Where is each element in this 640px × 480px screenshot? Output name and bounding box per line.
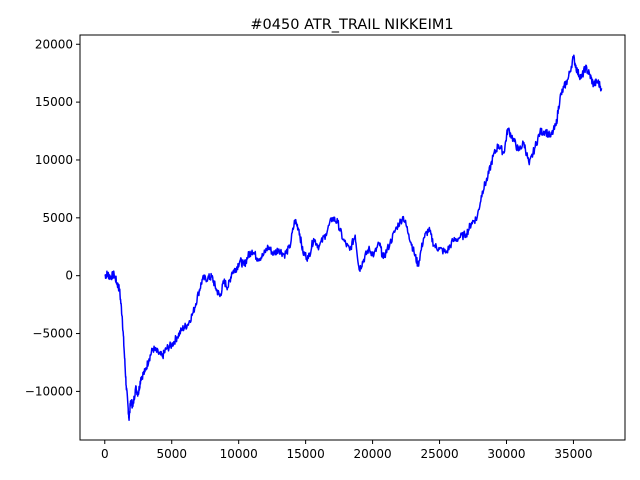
series-line — [104, 54, 603, 422]
y-tick-label: −5000 — [32, 327, 73, 341]
x-axis: 0 5000 10000 15000 20000 25000 30000 35000 — [101, 440, 593, 461]
x-tick-label: 15000 — [287, 447, 325, 461]
y-tick-label: 15000 — [35, 95, 73, 109]
x-tick-label: 0 — [101, 447, 109, 461]
x-tick-label: 35000 — [554, 447, 592, 461]
y-tick-label: 10000 — [35, 153, 73, 167]
x-tick-label: 20000 — [353, 447, 391, 461]
y-tick-label: −10000 — [25, 384, 73, 398]
y-tick-label: 5000 — [42, 211, 73, 225]
plot-frame — [79, 34, 626, 441]
chart-title: #0450 ATR_TRAIL NIKKEIM1 — [250, 17, 453, 33]
x-tick-label: 30000 — [487, 447, 525, 461]
y-tick-label: 20000 — [35, 37, 73, 51]
x-tick-label: 10000 — [220, 447, 258, 461]
x-tick-label: 25000 — [420, 447, 458, 461]
y-tick-label: 0 — [65, 269, 73, 283]
x-tick-label: 5000 — [156, 447, 187, 461]
y-axis: −10000 −5000 0 5000 10000 15000 20000 — [25, 37, 80, 398]
plot-area — [104, 54, 603, 422]
